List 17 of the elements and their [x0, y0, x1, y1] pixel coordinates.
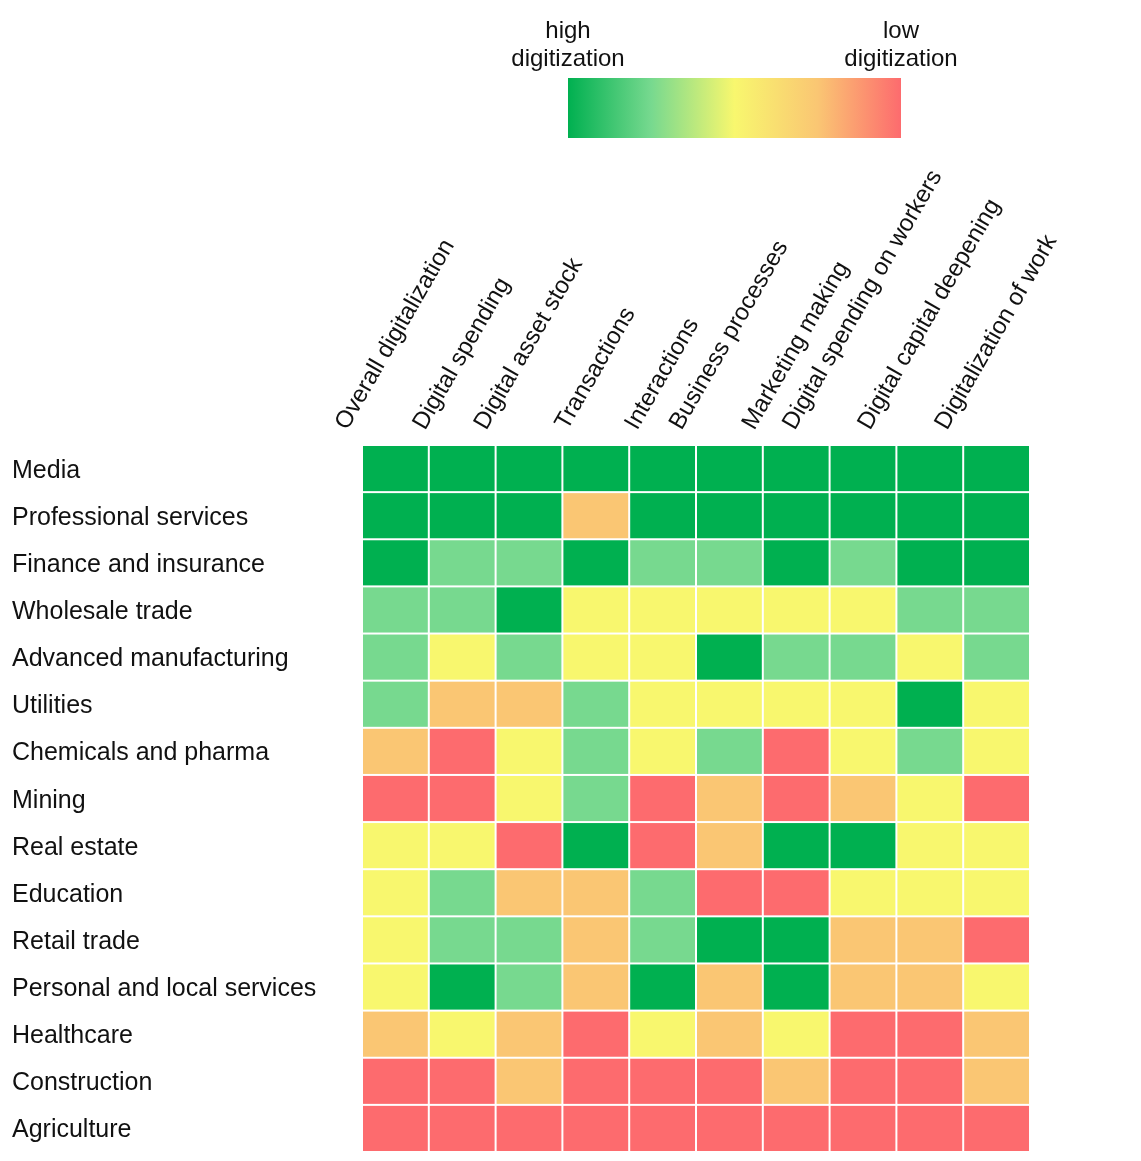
y-tick-label: Finance and insurance — [12, 548, 265, 577]
y-tick-label: Real estate — [12, 831, 139, 860]
y-tick-label: Healthcare — [12, 1020, 133, 1049]
color-bar-label: high digitization — [511, 16, 625, 71]
y-tick-label: Advanced manufacturing — [12, 643, 289, 672]
y-tick-label: Chemicals and pharma — [12, 737, 270, 766]
y-tick-label: Personal and local services — [12, 973, 317, 1002]
y-tick-label: Mining — [12, 784, 86, 813]
y-tick-label: Agriculture — [12, 1114, 132, 1143]
color-bar-label: low digitization — [844, 16, 958, 71]
y-tick-label: Education — [12, 878, 124, 907]
y-tick-label: Construction — [12, 1067, 153, 1096]
y-tick-label: Professional services — [12, 501, 249, 530]
y-tick-label: Retail trade — [12, 925, 140, 954]
y-tick-label: Utilities — [12, 690, 93, 719]
y-tick-label: Wholesale trade — [12, 595, 193, 624]
y-tick-label: Media — [12, 454, 81, 483]
